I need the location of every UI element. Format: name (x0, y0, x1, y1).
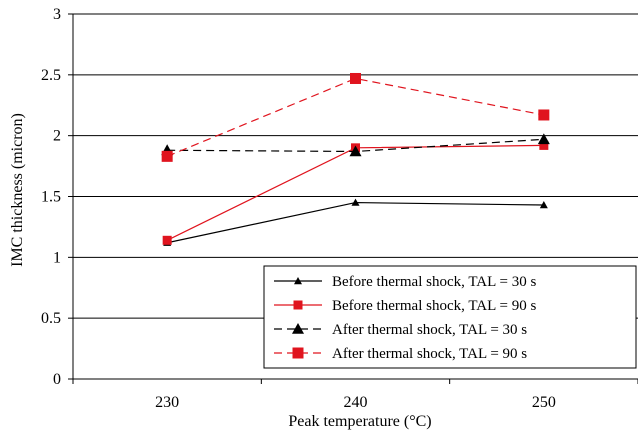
legend-item: After thermal shock, TAL = 90 s (274, 346, 527, 362)
series-2 (162, 140, 549, 245)
x-tick-label: 230 (155, 394, 179, 411)
x-tick-label: 240 (344, 394, 368, 411)
y-tick-label: 3 (53, 6, 61, 23)
legend-label: After thermal shock, TAL = 90 s (332, 346, 527, 362)
y-tick-label: 0 (53, 371, 61, 388)
legend-label: Before thermal shock, TAL = 90 s (332, 298, 536, 314)
data-point (538, 109, 550, 121)
data-point (537, 133, 550, 145)
legend-item: Before thermal shock, TAL = 90 s (274, 298, 536, 314)
legend-box (263, 265, 637, 369)
series-1 (163, 198, 548, 246)
series-line (167, 201, 544, 244)
data-point (539, 140, 549, 150)
series-4 (161, 72, 550, 162)
y-tick-label: 0.5 (41, 310, 61, 327)
legend-marker (293, 300, 303, 310)
data-point (351, 198, 360, 206)
y-tick-label: 2 (53, 128, 61, 145)
legend-label: After thermal shock, TAL = 30 s (332, 322, 527, 338)
x-axis-title: Peak temperature (°C) (288, 413, 431, 430)
x-tick-label: 250 (532, 394, 556, 411)
data-point (349, 145, 362, 157)
axes (68, 13, 638, 384)
data-point (350, 72, 361, 84)
y-axis-title: IMC thickness (micron) (9, 113, 26, 267)
series-line (166, 77, 544, 157)
legend-item: After thermal shock, TAL = 30 s (274, 322, 527, 338)
legend-marker (294, 277, 302, 285)
legend-marker (292, 347, 304, 359)
tick-labels: 0 0.5 1 1.5 2 2.5 3 230 240 250 (41, 6, 556, 411)
legend-item: Before thermal shock, TAL = 30 s (274, 274, 536, 290)
y-tick-label: 1 (53, 249, 61, 266)
legend: Before thermal shock, TAL = 30 s Before t… (263, 265, 637, 369)
series-layer (161, 72, 550, 246)
legend-label: Before thermal shock, TAL = 30 s (332, 274, 536, 290)
legend-marker (292, 323, 304, 334)
y-tick-label: 1.5 (41, 189, 61, 206)
data-point (162, 235, 172, 245)
y-tick-label: 2.5 (41, 67, 61, 84)
data-point (539, 201, 548, 209)
series-line (166, 144, 544, 241)
data-point (161, 150, 173, 162)
